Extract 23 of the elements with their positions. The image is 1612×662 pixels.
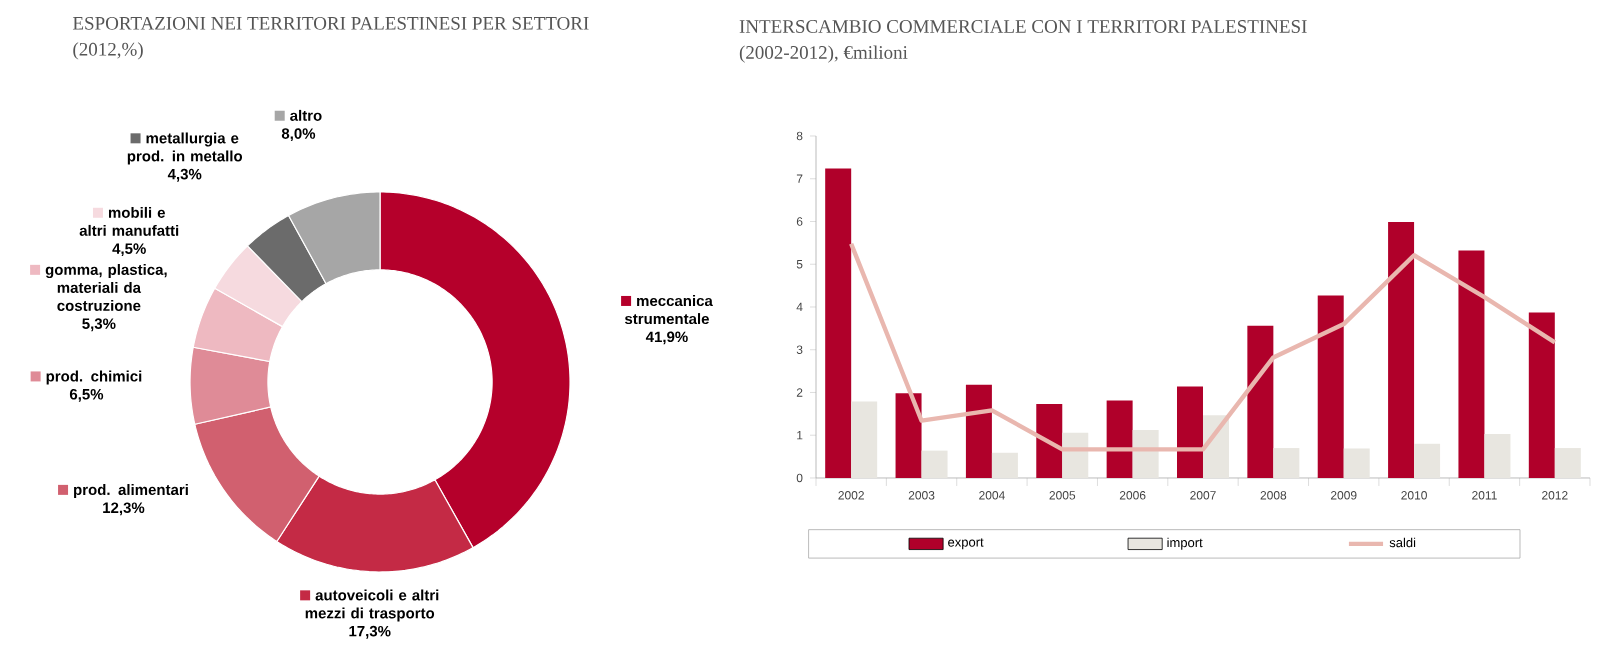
bar [851, 401, 878, 478]
bar [1106, 400, 1133, 478]
bar [1414, 443, 1441, 478]
chart-title: INTERSCAMBIO COMMERCIALE CON I TERRITORI PALESTINESI [739, 20, 1307, 33]
bar [1036, 404, 1063, 478]
bar [1388, 221, 1415, 478]
bar [1554, 448, 1581, 478]
bar [1343, 448, 1370, 478]
chart-subtitle: (2012,%) [73, 42, 143, 60]
bar [1528, 312, 1555, 478]
bar [965, 384, 992, 478]
bar [1273, 448, 1300, 478]
bar [1317, 295, 1344, 478]
bar [921, 450, 948, 478]
bar [991, 452, 1018, 478]
bar [1458, 250, 1485, 478]
bar [1484, 433, 1511, 478]
chart-subtitle: (2002-2012), €milioni [739, 45, 908, 63]
chart-title: ESPORTAZIONI NEI TERRITORI PALESTINESI PER SETTORI [72, 16, 589, 30]
bar [1247, 325, 1274, 478]
bar [895, 393, 922, 478]
bar [825, 168, 852, 478]
bar [1177, 386, 1203, 478]
